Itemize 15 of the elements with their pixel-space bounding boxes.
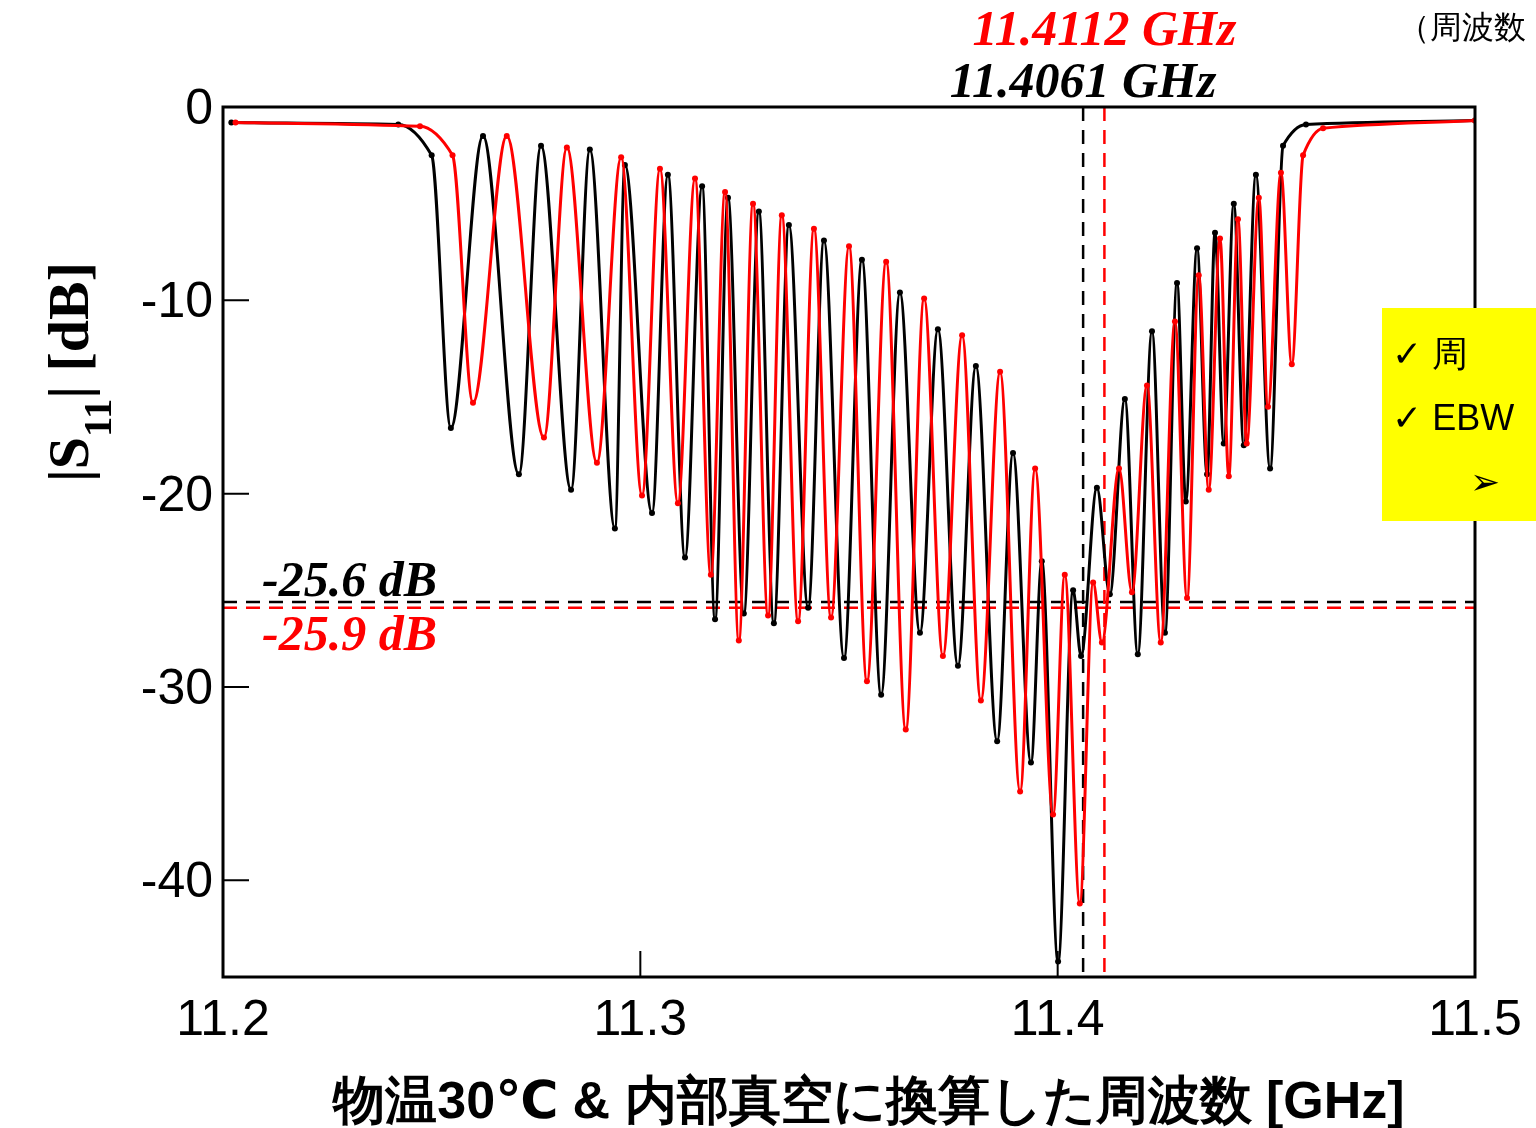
annotation: ✓ 周 [1392, 333, 1469, 374]
y-tick-label: 0 [185, 79, 213, 135]
annotation: ✓ EBW [1392, 397, 1515, 438]
y-tick-label: -20 [140, 465, 213, 522]
y-tick-label: -10 [140, 272, 213, 329]
x-tick-label: 11.5 [1428, 990, 1522, 1046]
ref-line-label: -25.9 dB [262, 604, 437, 661]
ref-line-label: -25.6 dB [262, 550, 437, 607]
x-tick-label: 11.4 [1010, 990, 1105, 1046]
x-tick-label: 11.2 [176, 990, 270, 1046]
y-tick-label: -30 [140, 659, 213, 715]
y-tick-label: -40 [140, 852, 213, 909]
text: （周波数 [1398, 9, 1526, 45]
annotation: ➢ [1470, 461, 1501, 502]
x-tick-label: 11.3 [593, 990, 688, 1046]
